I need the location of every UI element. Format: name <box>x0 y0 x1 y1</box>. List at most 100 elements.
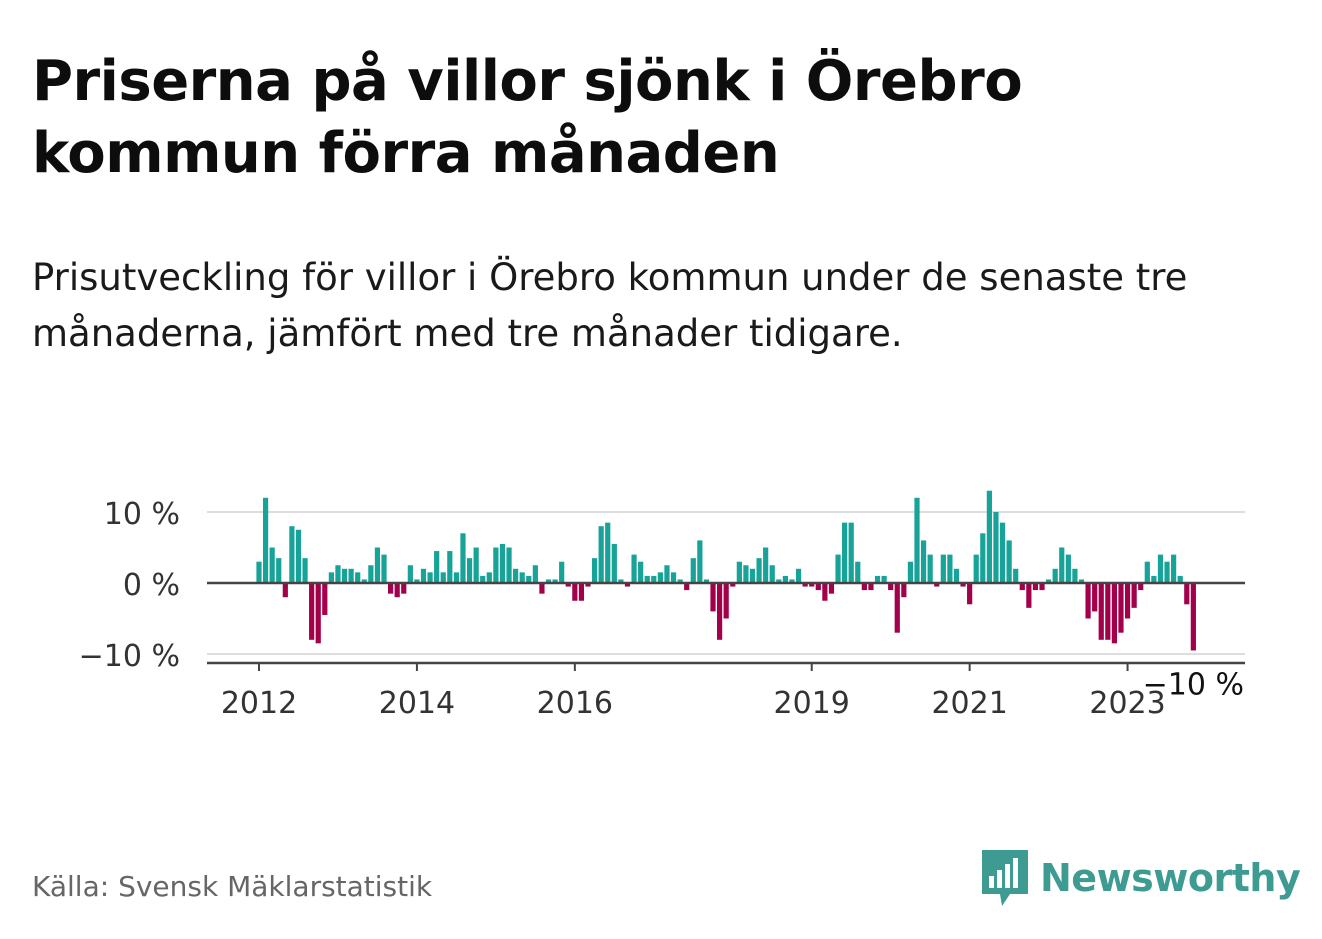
bar <box>782 575 788 583</box>
bar <box>1151 575 1157 583</box>
bar <box>1105 583 1111 640</box>
bar <box>513 568 519 583</box>
bar <box>499 543 506 583</box>
bar <box>861 583 867 591</box>
y-tick-label: 10 % <box>104 497 180 532</box>
x-tick-label: 2014 <box>379 686 455 721</box>
bar <box>1190 583 1196 651</box>
bar <box>414 579 420 583</box>
bar <box>1078 579 1085 583</box>
chart-subtitle: Prisutveckling för villor i Örebro kommu… <box>32 256 1188 355</box>
bar <box>1026 583 1032 608</box>
bar <box>565 583 571 587</box>
bar <box>1006 540 1012 583</box>
chart-area: 10 %0 %−10 %2012 2014 2016 2019 2021 2023−10 … <box>79 490 1247 721</box>
bar <box>920 540 927 583</box>
chart-title: Priserna på villor sjönk i Örebro kommun… <box>32 49 1023 186</box>
bar <box>795 568 802 583</box>
bar <box>1032 583 1039 591</box>
bar <box>855 561 861 583</box>
bar <box>598 526 604 583</box>
brand-name: Newsworthy <box>1040 856 1301 900</box>
bar <box>756 558 762 583</box>
bar <box>341 568 348 583</box>
source-note: Källa: Svensk Mäklarstatistik <box>32 870 433 903</box>
bar <box>657 572 663 583</box>
bar <box>927 554 933 583</box>
bar <box>309 583 315 640</box>
bar <box>1171 554 1177 583</box>
bar <box>1144 561 1150 583</box>
bar <box>328 572 334 583</box>
bar <box>717 583 723 640</box>
bar <box>802 583 808 587</box>
bar <box>986 490 992 583</box>
bar <box>638 561 644 583</box>
bar <box>453 572 459 583</box>
x-tick-label: 2023 <box>1089 686 1165 721</box>
bar <box>815 583 821 591</box>
bar <box>368 565 374 583</box>
bar <box>651 575 657 583</box>
last-value-label: −10 % <box>1143 667 1244 702</box>
bar <box>552 579 558 583</box>
bar <box>407 565 413 583</box>
bar <box>907 561 914 583</box>
bar <box>1092 583 1098 612</box>
bar <box>473 547 479 583</box>
bar <box>934 583 940 587</box>
bar <box>526 575 532 583</box>
bar <box>1118 583 1124 633</box>
brand-logo: Newsworthy <box>982 850 1301 906</box>
x-tick-label: 2021 <box>931 686 1007 721</box>
bar <box>578 583 585 601</box>
bar <box>940 554 946 583</box>
bar <box>677 579 683 583</box>
bar <box>1184 583 1190 605</box>
bar <box>769 565 775 583</box>
bar <box>618 579 624 583</box>
bar <box>822 583 828 601</box>
x-tick-label: 2016 <box>537 686 613 721</box>
bar <box>894 583 900 633</box>
bar <box>1019 583 1025 591</box>
bar <box>1138 583 1144 591</box>
bar <box>1072 568 1078 583</box>
bar <box>980 533 986 583</box>
bar <box>1052 568 1058 583</box>
bar <box>605 522 611 583</box>
bar <box>256 561 262 583</box>
bar <box>624 583 631 587</box>
bar <box>1111 583 1117 644</box>
bar <box>842 522 848 583</box>
bar <box>776 579 782 583</box>
bar <box>999 522 1006 583</box>
bar <box>710 583 716 612</box>
bar <box>493 547 499 583</box>
y-tick-label: −10 % <box>79 639 180 674</box>
bar <box>1013 568 1019 583</box>
bar <box>743 565 749 583</box>
bar <box>466 558 473 583</box>
bar <box>703 579 710 583</box>
bar <box>440 572 446 583</box>
bar <box>434 551 440 583</box>
bar <box>789 579 795 583</box>
bar <box>1059 547 1065 583</box>
bar <box>973 554 979 583</box>
bar <box>697 540 703 583</box>
bar <box>388 583 394 594</box>
bar <box>355 572 361 583</box>
bar <box>901 583 907 598</box>
bar <box>690 558 696 583</box>
bar <box>335 565 341 583</box>
bar <box>348 568 354 583</box>
bar <box>480 575 486 583</box>
bar <box>828 583 835 594</box>
bar <box>315 583 321 644</box>
bar <box>1046 579 1052 583</box>
bar <box>269 547 275 583</box>
bar <box>664 565 670 583</box>
bar <box>381 554 387 583</box>
bar <box>585 583 591 587</box>
